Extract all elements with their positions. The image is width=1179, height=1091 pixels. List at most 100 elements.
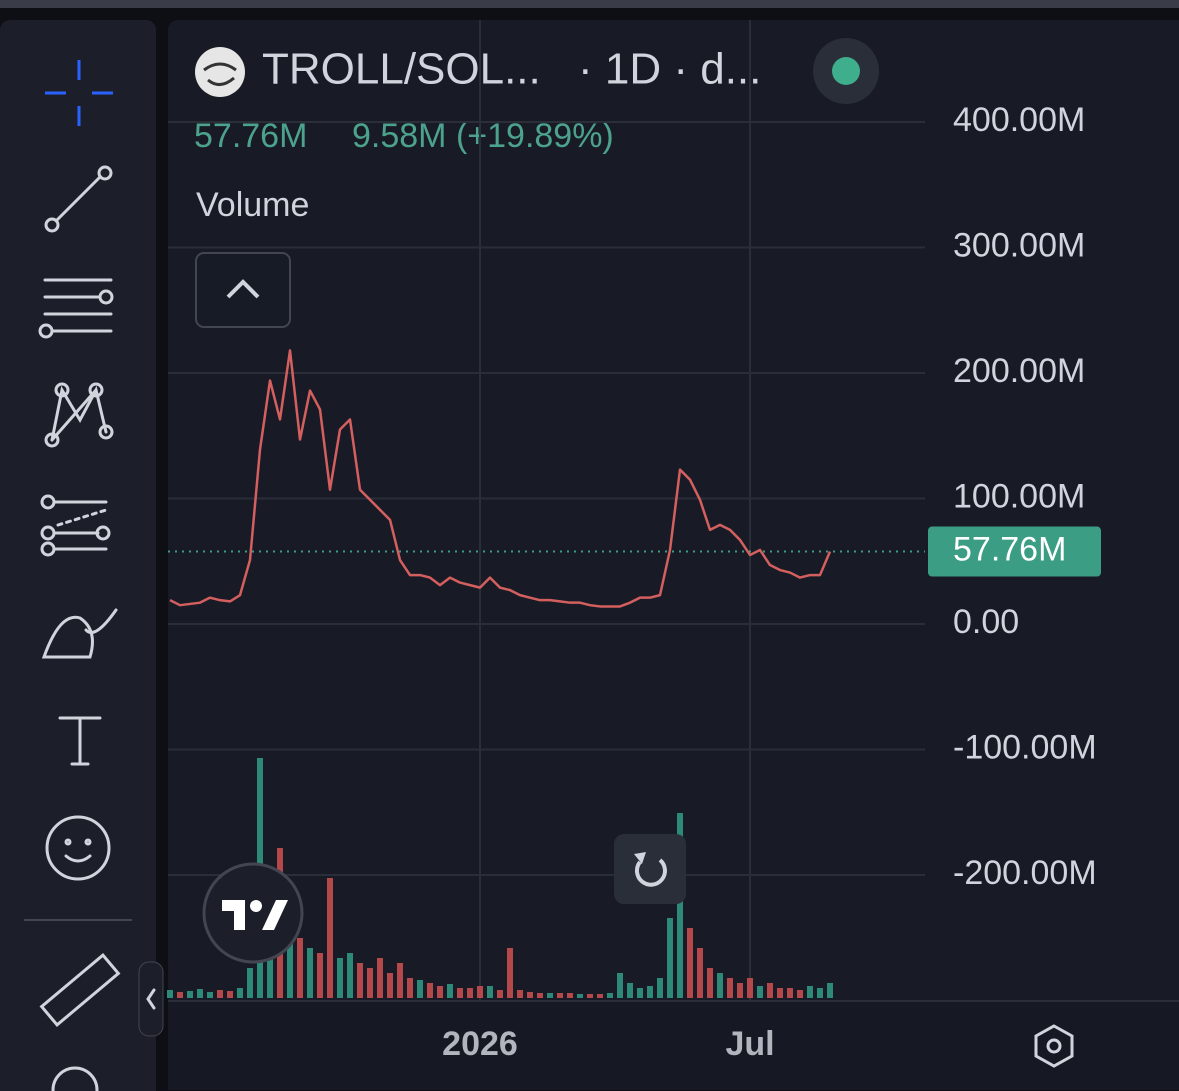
symbol-icon[interactable] [195, 47, 245, 97]
volume-bar [747, 978, 753, 998]
volume-bar [247, 968, 253, 998]
settings-button[interactable] [1034, 1024, 1074, 1068]
settings-icon [1046, 1038, 1062, 1054]
symbol[interactable]: TROLL/SOL... [262, 45, 541, 94]
volume-bar [477, 986, 483, 998]
volume-bar [527, 992, 533, 998]
volume-bar [517, 990, 523, 998]
pattern-tool[interactable] [44, 382, 114, 448]
volume-bar [327, 878, 333, 998]
volume-bar [287, 928, 293, 998]
volume-bar [637, 988, 643, 998]
volume-bar [807, 986, 813, 998]
volume-bar [617, 973, 623, 998]
volume-bar [687, 928, 693, 998]
x-tick-label: Jul [725, 1025, 774, 1063]
brush-tool[interactable] [41, 608, 118, 659]
y-tick-label: -200.00M [953, 854, 1097, 892]
ruler-tool[interactable] [39, 952, 121, 1028]
volume-bar [537, 993, 543, 998]
volume-bar [547, 993, 553, 998]
volume-bar [647, 986, 653, 998]
collapse-legend[interactable] [195, 252, 291, 328]
volume-bar [667, 918, 673, 998]
x-tick-label: 2026 [442, 1025, 518, 1063]
volume-bar [337, 958, 343, 998]
volume-bar [447, 984, 453, 998]
volume-bar [817, 988, 823, 998]
volume-bar [407, 978, 413, 998]
crosshair-tool[interactable] [45, 60, 113, 126]
projection-tool[interactable] [40, 494, 111, 557]
header-price: 57.76M [194, 117, 307, 155]
volume-bar [487, 986, 493, 998]
volume-bar [377, 958, 383, 998]
volume-bar [417, 980, 423, 998]
volume-bar [577, 994, 583, 998]
status-dot [832, 57, 860, 85]
volume-bar [597, 994, 603, 998]
volume-bar [657, 978, 663, 998]
volume-bar [197, 989, 203, 998]
trendline-tool[interactable] [44, 165, 113, 233]
reset-arrow [634, 852, 646, 864]
text-tool[interactable] [58, 716, 102, 766]
time-axis [168, 1000, 1179, 1090]
volume-bar [497, 990, 503, 998]
y-tick-label: 400.00M [953, 101, 1085, 139]
toolbar [0, 20, 156, 1091]
volume-bar [697, 948, 703, 998]
volume-bar [507, 948, 513, 998]
volume-bar [237, 988, 243, 998]
volume-bar [797, 990, 803, 998]
volume-bar [397, 963, 403, 998]
price-badge [928, 526, 1101, 577]
volume-bar [737, 983, 743, 998]
y-tick-label: -100.00M [953, 728, 1097, 766]
volume-bar [787, 988, 793, 998]
volume-bar [307, 948, 313, 998]
volume-bar [827, 983, 833, 998]
volume-bar [467, 988, 473, 998]
collapse-icon [226, 279, 260, 299]
interval[interactable]: · 1D · d... [578, 45, 761, 94]
volume-bar [177, 992, 183, 998]
volume-bar [317, 953, 323, 998]
y-tick-label: 300.00M [953, 227, 1085, 265]
volume-bar [767, 983, 773, 998]
header-change: 9.58M (+19.89%) [352, 117, 614, 155]
volume-bar [727, 978, 733, 998]
collapse-toolbar[interactable] [138, 961, 164, 1037]
volume-bar [227, 991, 233, 998]
volume-bar [207, 992, 213, 998]
volume-bar [167, 990, 173, 998]
volume-bar [457, 988, 463, 998]
volume-bar [587, 994, 593, 998]
y-tick-label: 200.00M [953, 352, 1085, 390]
volume-bar [347, 953, 353, 998]
volume-bar [607, 993, 613, 998]
fib-tool[interactable] [38, 278, 114, 339]
volume-bar [717, 973, 723, 998]
volume-bar [367, 968, 373, 998]
volume-bar [557, 993, 563, 998]
chart-panel [168, 20, 1179, 1090]
tv-logo-dot [250, 900, 262, 912]
symbol-icon-face [203, 62, 237, 86]
more-tool[interactable] [51, 1066, 99, 1091]
tv-logo[interactable] [202, 862, 304, 964]
plot: 2026 Jul 400.00M 300.00M 200.00M 100.00M 0.00 -… [167, 20, 1101, 1063]
volume-bar [387, 973, 393, 998]
price-badge-label: 57.76M [953, 531, 1066, 569]
volume-bar [187, 991, 193, 998]
volume-bar [677, 813, 683, 998]
volume-bar [297, 938, 303, 998]
volume-bar [217, 990, 223, 998]
volume-bar [757, 986, 763, 998]
emoji-tool[interactable] [45, 815, 111, 881]
y-tick-label: 100.00M [953, 478, 1085, 516]
volume-bar [427, 983, 433, 998]
reset-button[interactable] [614, 834, 686, 904]
